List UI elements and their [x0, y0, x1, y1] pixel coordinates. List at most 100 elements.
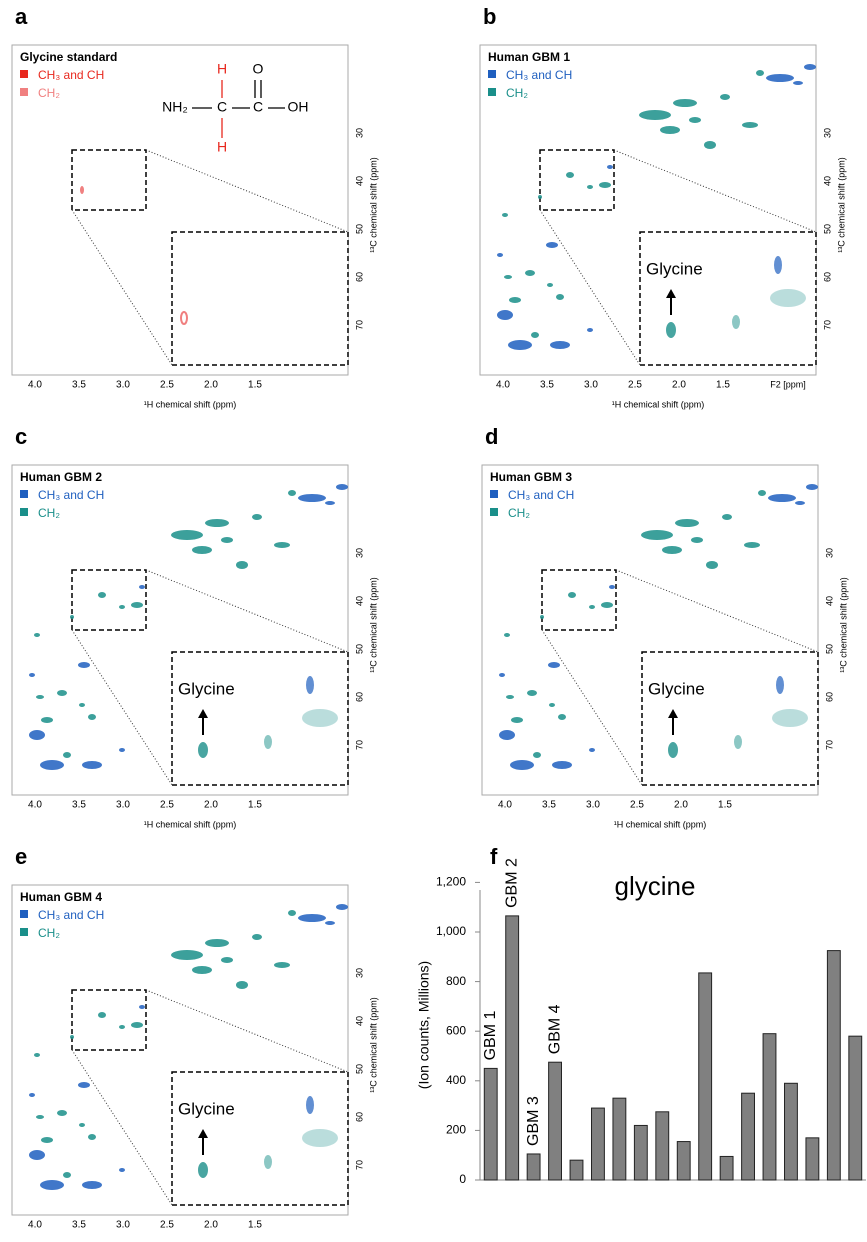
peak: [63, 752, 71, 758]
zoom-connector: [71, 629, 173, 786]
x-tick-label: 3.5: [542, 800, 556, 811]
legend-swatch: [20, 910, 28, 918]
bar: [719, 1155, 734, 1181]
x-tick-label: 1.5: [248, 800, 262, 811]
legend-swatch: [20, 88, 28, 96]
x-tick-label: 3.5: [540, 380, 554, 391]
y-tick-label: 0: [459, 1172, 466, 1186]
y-tick-label: 60: [822, 272, 832, 282]
peak: [119, 1168, 125, 1172]
x-tick-label: 3.0: [586, 800, 600, 811]
peak: [119, 1025, 125, 1029]
x-tick-label: 2.5: [160, 1220, 174, 1231]
peak: [641, 530, 673, 540]
bar-label: GBM 2: [503, 858, 520, 908]
plot-frame: [481, 464, 819, 796]
panel-letter: a: [15, 4, 28, 29]
peak: [336, 904, 348, 910]
bar: [784, 1082, 798, 1181]
peak: [29, 1150, 45, 1160]
panel-title: Glycine standard: [20, 50, 117, 64]
x-tick-label: 2.5: [628, 380, 642, 391]
peak: [41, 1137, 53, 1143]
peak: [527, 690, 537, 696]
peak: [531, 332, 539, 338]
peak: [558, 714, 566, 720]
bar: [591, 1107, 605, 1181]
inset-peak: [302, 1129, 338, 1147]
peak: [806, 484, 818, 490]
peak: [660, 126, 680, 134]
x-tick-label: 2.0: [204, 1220, 218, 1231]
inset-peak: [668, 742, 678, 758]
x-tick-label: 3.5: [72, 800, 86, 811]
peak: [131, 1022, 143, 1028]
inset-label: Glycine: [178, 679, 235, 698]
bar: [848, 1035, 863, 1181]
bar: [655, 1111, 670, 1181]
x-tick-label: 4.0: [498, 800, 512, 811]
zoom-connector: [541, 629, 643, 786]
peak: [497, 310, 513, 320]
peak: [274, 962, 290, 968]
peak: [499, 673, 505, 677]
peak: [758, 490, 766, 496]
peak: [63, 1172, 71, 1178]
peak: [502, 213, 508, 217]
x-tick-label: 2.0: [204, 800, 218, 811]
inset-label: Glycine: [178, 1099, 235, 1118]
x-tick-label: 4.0: [496, 380, 510, 391]
x-tick-label: 2.0: [674, 800, 688, 811]
y-tick-label: 70: [824, 740, 834, 750]
x-tick-label: 4.0: [28, 1220, 42, 1231]
peak: [34, 1053, 40, 1057]
peak: [80, 186, 84, 194]
y-tick-label: 30: [354, 548, 364, 558]
peak: [793, 81, 803, 85]
peak: [336, 484, 348, 490]
y-tick-label: 60: [354, 272, 364, 282]
panel-letter: e: [15, 844, 27, 869]
y-axis-label: ¹³C chemical shift (ppm): [838, 577, 848, 673]
peak: [662, 546, 682, 554]
structure-atom: C: [253, 99, 263, 115]
peak: [720, 94, 730, 100]
y-axis-label: ¹³C chemical shift (ppm): [368, 997, 378, 1093]
bar: [612, 1097, 627, 1181]
x-tick-label: 2.5: [630, 800, 644, 811]
peak: [298, 494, 326, 502]
peak: [180, 311, 188, 325]
panel-letter: f: [490, 844, 498, 869]
peak: [499, 730, 515, 740]
peak: [131, 602, 143, 608]
bar: [805, 1137, 820, 1181]
peak: [192, 966, 212, 974]
axis-unit: F2 [ppm]: [770, 379, 806, 389]
peak: [205, 519, 229, 527]
legend-swatch: [488, 70, 496, 78]
chart-title: glycine: [615, 871, 696, 901]
x-tick-label: 2.0: [204, 380, 218, 391]
inset-box: [171, 231, 349, 366]
peak: [552, 761, 572, 769]
peak: [70, 615, 74, 619]
arrow-head: [666, 289, 676, 298]
inset-peak: [306, 676, 314, 694]
peak: [41, 717, 53, 723]
peak: [29, 1093, 35, 1097]
peak: [171, 530, 203, 540]
peak: [566, 172, 574, 178]
peak: [78, 1082, 90, 1088]
x-tick-label: 1.5: [248, 380, 262, 391]
inset-peak: [198, 1162, 208, 1178]
peak: [547, 283, 553, 287]
structure-atom: O: [253, 61, 264, 77]
y-tick-label: 1,000: [436, 924, 466, 938]
bar: [633, 1124, 648, 1181]
y-axis-label: ¹³C chemical shift (ppm): [836, 157, 846, 253]
y-tick-label: 60: [824, 692, 834, 702]
structure-atom: OH: [288, 99, 309, 115]
peak: [504, 633, 510, 637]
peak: [589, 748, 595, 752]
